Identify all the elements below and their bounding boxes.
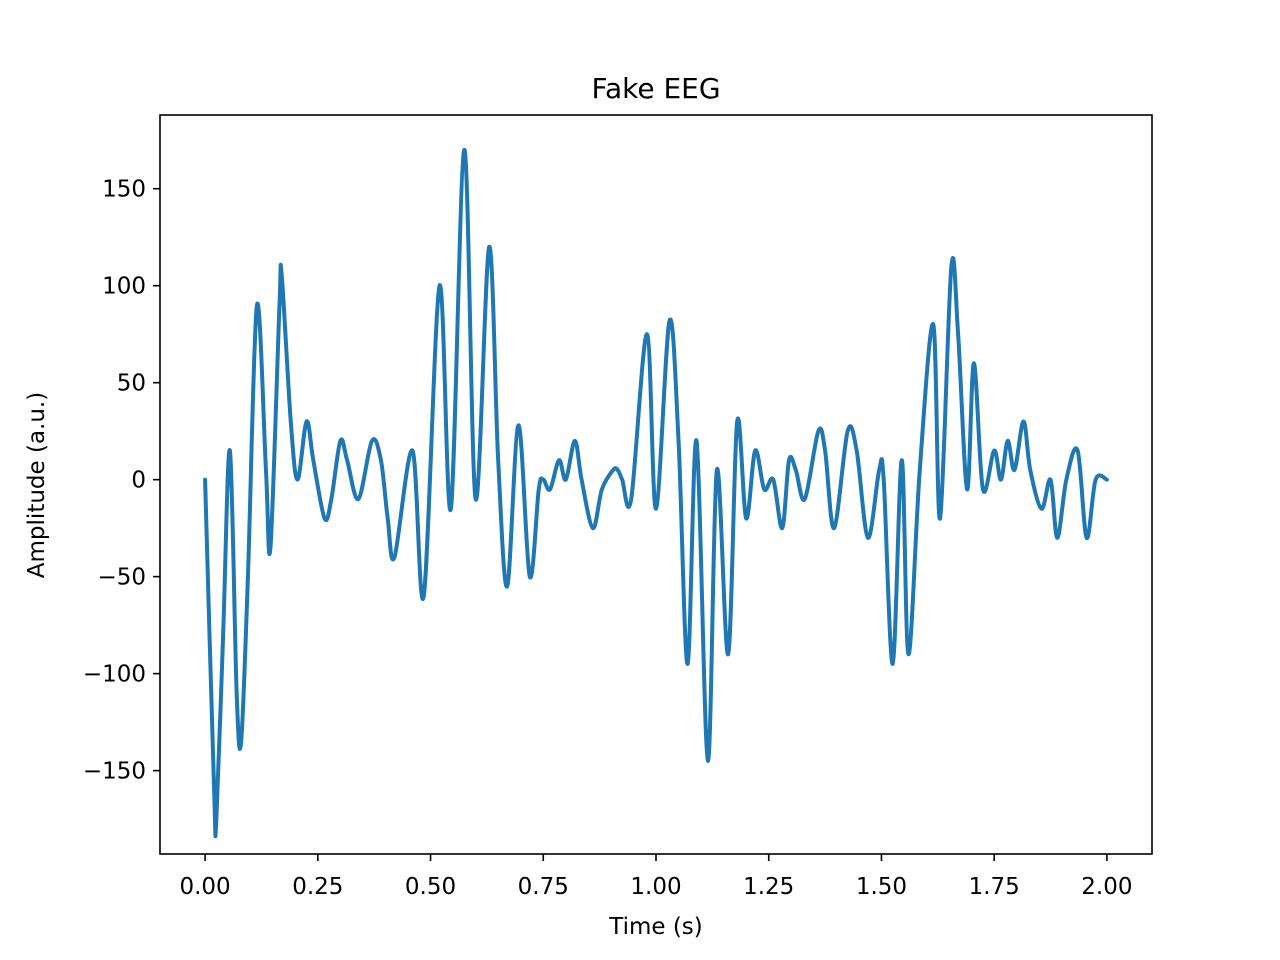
y-tick-label: 150 [102, 177, 146, 203]
y-tick-label: −50 [97, 565, 146, 591]
x-tick-label: 0.00 [179, 874, 230, 900]
plot-area [203, 147, 1109, 839]
y-tick-label: 100 [102, 274, 146, 300]
x-tick-label: 0.25 [292, 874, 343, 900]
y-tick-label: 0 [131, 468, 146, 494]
x-tick-label: 1.75 [969, 874, 1020, 900]
y-axis-label: Amplitude (a.u.) [24, 392, 50, 578]
x-tick-label: 1.00 [630, 874, 681, 900]
y-tick-label: 50 [117, 371, 146, 397]
series-line-fake-eeg [203, 147, 1109, 839]
x-tick-label: 0.50 [405, 874, 456, 900]
axes-frame [159, 114, 1153, 855]
x-tick-label: 0.75 [518, 874, 569, 900]
x-tick-label: 1.25 [743, 874, 794, 900]
x-axis: 0.00 0.25 0.50 0.75 1.00 1.25 1.50 1.75 2.00 [179, 854, 1133, 900]
y-tick-label: −150 [83, 759, 146, 785]
x-tick-label: 1.50 [856, 874, 907, 900]
y-tick-label: −100 [83, 662, 146, 688]
x-tick-label: 2.00 [1081, 874, 1132, 900]
x-axis-label: Time (s) [608, 914, 703, 940]
y-axis: −150 −100 −50 0 50 100 150 [83, 177, 160, 785]
chart-title: Fake EEG [591, 72, 720, 105]
